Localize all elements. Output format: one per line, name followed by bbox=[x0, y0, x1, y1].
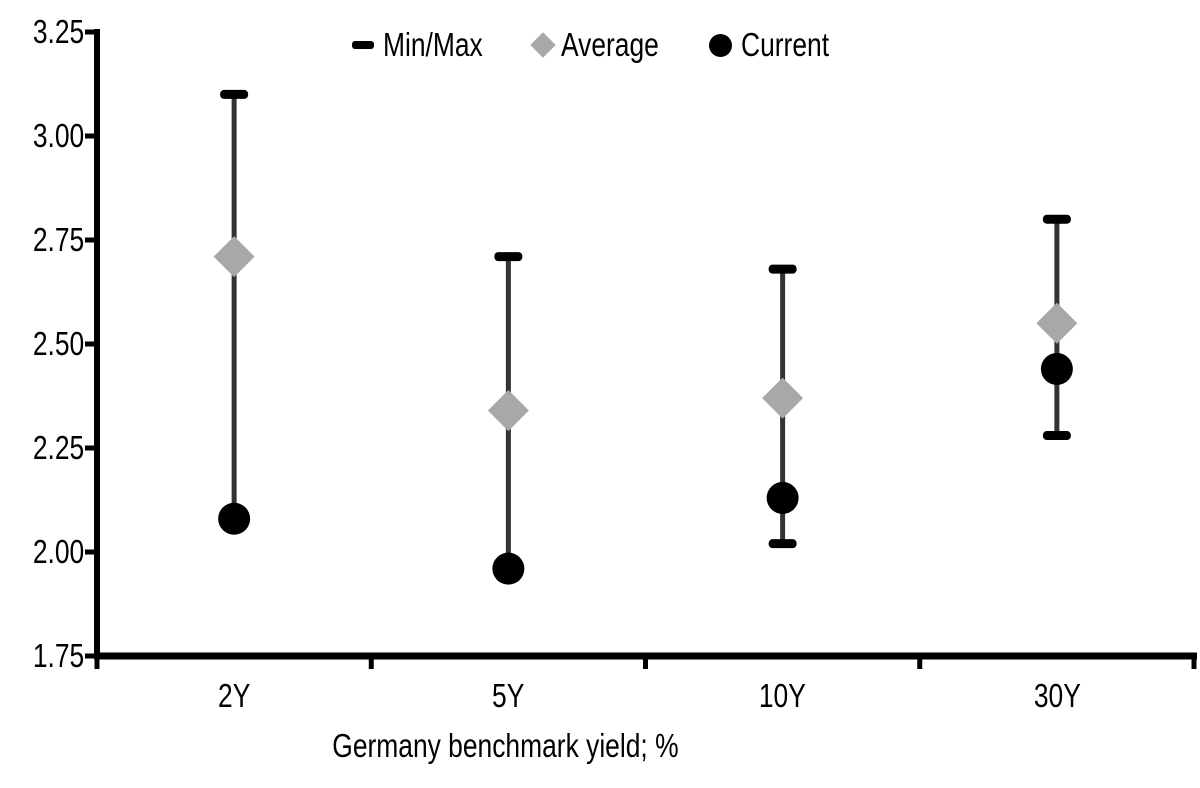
legend-label: Min/Max bbox=[383, 26, 483, 63]
average-marker-10Y bbox=[762, 377, 804, 419]
chart-legend: Min/Max Average Current bbox=[352, 25, 851, 65]
x-category-label-10Y: 10Y bbox=[703, 676, 863, 716]
y-tick-label-text: 2.25 bbox=[32, 429, 84, 466]
x-category-label-30Y: 30Y bbox=[977, 676, 1137, 716]
legend-item-current: Current bbox=[709, 25, 851, 65]
max-cap-5Y bbox=[494, 252, 523, 262]
average-marker-5Y bbox=[487, 390, 529, 432]
y-tick-label-2.50: 2.50 bbox=[0, 324, 84, 364]
average-marker-30Y bbox=[1036, 302, 1078, 344]
y-tick-label-1.75: 1.75 bbox=[0, 636, 84, 676]
current-marker-5Y bbox=[492, 552, 525, 585]
x-category-label-5Y: 5Y bbox=[428, 676, 588, 716]
legend-label: Average bbox=[560, 26, 659, 63]
min-cap-30Y bbox=[1042, 431, 1071, 441]
y-tick-label-text: 3.25 bbox=[32, 13, 84, 50]
x-category-label-text: 10Y bbox=[759, 677, 807, 714]
y-tick-label-text: 3.00 bbox=[32, 117, 84, 154]
y-tick-label-2.00: 2.00 bbox=[0, 532, 84, 572]
x-axis-title: Germany benchmark yield; % bbox=[0, 726, 1010, 766]
legend-dash-icon bbox=[352, 41, 374, 49]
x-axis-title-text: Germany benchmark yield; % bbox=[331, 727, 679, 764]
legend-diamond-icon bbox=[529, 32, 556, 58]
max-cap-2Y bbox=[220, 89, 249, 99]
y-tick-label-text: 1.75 bbox=[32, 637, 84, 674]
legend-item-min-max: Min/Max bbox=[352, 25, 508, 65]
y-tick-label-text: 2.50 bbox=[32, 325, 84, 362]
average-marker-2Y bbox=[213, 236, 255, 278]
legend-label: Current bbox=[741, 26, 830, 63]
x-category-label-text: 2Y bbox=[217, 677, 251, 714]
x-category-label-text: 5Y bbox=[492, 677, 525, 714]
y-tick-label-3.25: 3.25 bbox=[0, 12, 84, 52]
legend-circle-icon bbox=[709, 33, 733, 57]
x-category-label-2Y: 2Y bbox=[154, 676, 314, 716]
current-marker-10Y bbox=[766, 481, 799, 514]
max-cap-10Y bbox=[768, 264, 797, 274]
legend-item-average: Average bbox=[529, 25, 683, 65]
min-cap-10Y bbox=[768, 539, 797, 549]
y-tick-label-text: 2.75 bbox=[32, 221, 84, 258]
current-marker-30Y bbox=[1040, 352, 1073, 385]
x-category-label-text: 30Y bbox=[1033, 677, 1081, 714]
y-tick-label-2.25: 2.25 bbox=[0, 428, 84, 468]
max-cap-30Y bbox=[1042, 214, 1071, 224]
current-marker-2Y bbox=[218, 502, 251, 535]
y-tick-label-text: 2.00 bbox=[32, 533, 84, 570]
y-tick-label-3.00: 3.00 bbox=[0, 116, 84, 156]
y-tick-label-2.75: 2.75 bbox=[0, 220, 84, 260]
